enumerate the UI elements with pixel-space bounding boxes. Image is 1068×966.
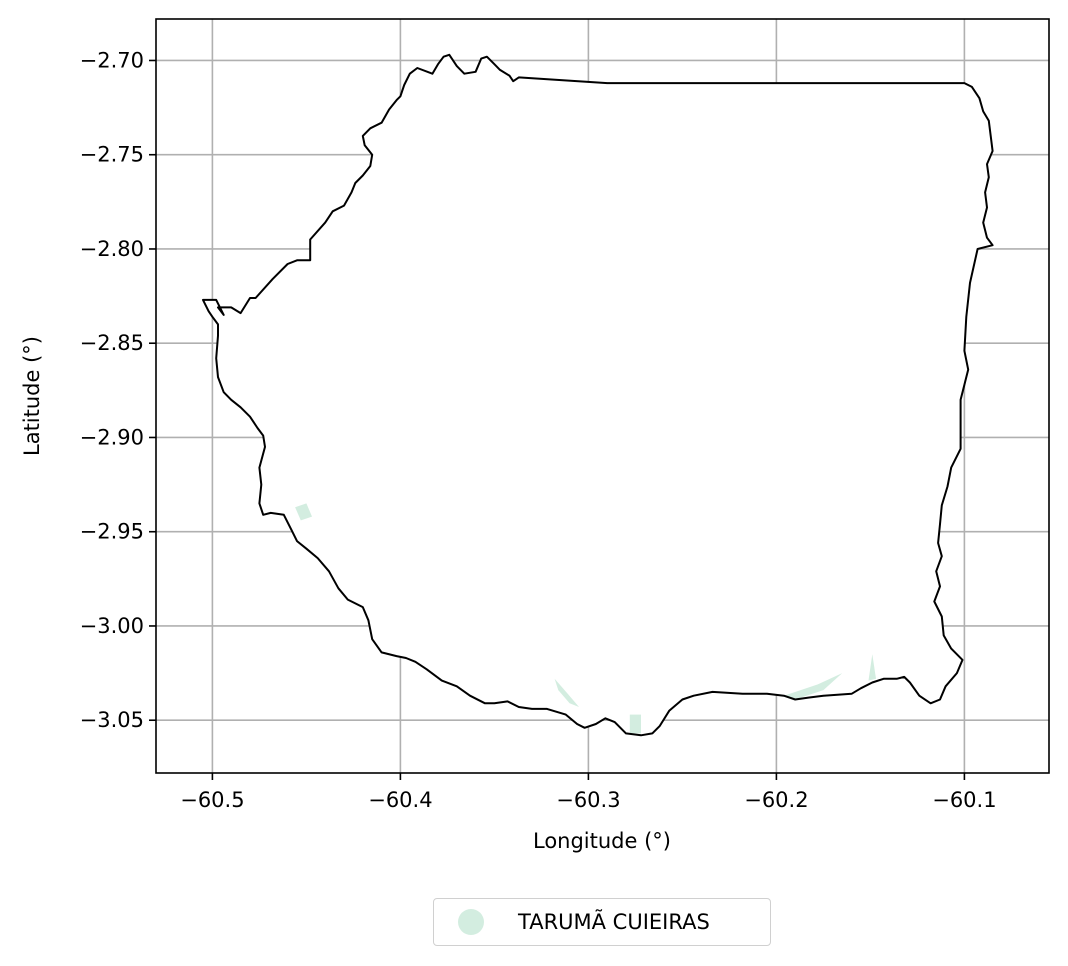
legend-marker-icon [458, 909, 484, 935]
region-patch-2 [783, 673, 843, 700]
region-patch-4 [295, 503, 312, 521]
y-tick-label-6: −3.00 [80, 614, 144, 638]
y-tick-label-4: −2.90 [80, 425, 144, 449]
legend: TARUMÃ CUIEIRAS [433, 898, 771, 946]
y-axis-title: Latitude (°) [20, 336, 44, 456]
y-tick-label-7: −3.05 [80, 708, 144, 732]
map-features [202, 53, 994, 737]
region-patch-3 [868, 654, 876, 681]
region-patch-0 [554, 678, 579, 707]
y-tick-label-3: −2.85 [80, 331, 144, 355]
region-fill [203, 54, 993, 736]
y-axis-ticks: −2.70 −2.75 −2.80 −2.85 −2.90 −2.95 −3.00 −3.05 [80, 48, 156, 732]
y-tick-label-0: −2.70 [80, 48, 144, 72]
x-tick-label-0: −60.5 [180, 788, 244, 812]
x-axis-ticks: −60.5 −60.4 −60.3 −60.2 −60.1 [180, 773, 997, 812]
region-boundary [202, 53, 994, 737]
y-tick-label-5: −2.95 [80, 520, 144, 544]
region-patch-1 [629, 714, 641, 734]
x-tick-label-1: −60.4 [368, 788, 432, 812]
legend-label: TARUMÃ CUIEIRAS [518, 910, 710, 934]
x-axis-title: Longitude (°) [533, 829, 671, 853]
x-tick-label-3: −60.2 [744, 788, 808, 812]
x-tick-label-2: −60.3 [556, 788, 620, 812]
x-tick-label-4: −60.1 [932, 788, 996, 812]
y-tick-label-1: −2.75 [80, 143, 144, 167]
y-tick-label-2: −2.80 [80, 237, 144, 261]
axes-frame [155, 18, 1050, 774]
